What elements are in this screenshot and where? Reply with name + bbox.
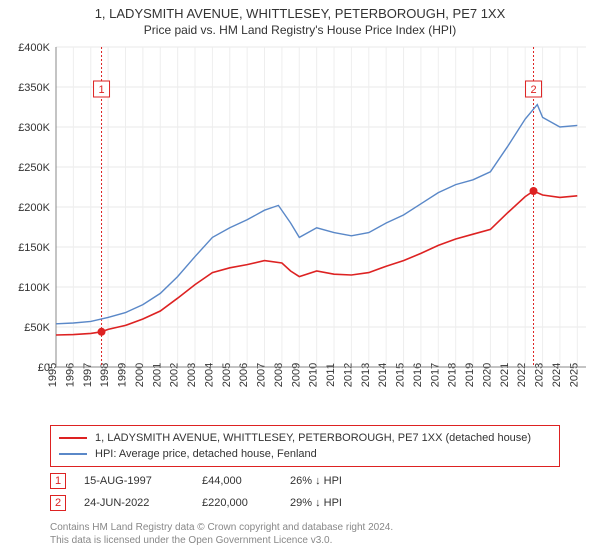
x-axis-tick-label: 2019 — [464, 363, 476, 387]
footer-line-1: Contains HM Land Registry data © Crown c… — [50, 521, 560, 534]
footer-attribution: Contains HM Land Registry data © Crown c… — [50, 521, 560, 547]
y-axis-tick-label: £250K — [18, 162, 50, 174]
x-axis-tick-label: 2021 — [499, 363, 511, 387]
x-axis-tick-label: 2020 — [481, 363, 493, 387]
x-axis-tick-label: 1998 — [99, 363, 111, 387]
sale-row-date: 15-AUG-1997 — [84, 475, 184, 487]
legend-text: HPI: Average price, detached house, Fenl… — [95, 448, 317, 460]
sale-row-marker: 2 — [50, 495, 66, 511]
legend-text: 1, LADYSMITH AVENUE, WHITTLESEY, PETERBO… — [95, 432, 531, 444]
x-axis-tick-label: 2010 — [308, 363, 320, 387]
sale-point-marker — [530, 187, 538, 195]
x-axis-tick-label: 2008 — [273, 363, 285, 387]
chart-title-address: 1, LADYSMITH AVENUE, WHITTLESEY, PETERBO… — [10, 6, 590, 21]
sale-row: 1 15-AUG-1997 £44,000 26% ↓ HPI — [50, 473, 560, 489]
y-axis-tick-label: £400K — [18, 42, 50, 54]
x-axis-tick-label: 2016 — [412, 363, 424, 387]
sale-row-date: 24-JUN-2022 — [84, 497, 184, 509]
x-axis-tick-label: 1995 — [47, 363, 59, 387]
x-axis-tick-label: 2022 — [516, 363, 528, 387]
sale-row: 2 24-JUN-2022 £220,000 29% ↓ HPI — [50, 495, 560, 511]
x-axis-tick-label: 2023 — [534, 363, 546, 387]
title-block: 1, LADYSMITH AVENUE, WHITTLESEY, PETERBO… — [10, 6, 590, 37]
legend-row: 1, LADYSMITH AVENUE, WHITTLESEY, PETERBO… — [59, 430, 551, 446]
x-axis-tick-label: 2013 — [360, 363, 372, 387]
chart-container: 1, LADYSMITH AVENUE, WHITTLESEY, PETERBO… — [0, 0, 600, 560]
legend-swatch — [59, 453, 87, 455]
x-axis-tick-label: 1999 — [117, 363, 129, 387]
y-axis-tick-label: £300K — [18, 122, 50, 134]
chart-title-subtitle: Price paid vs. HM Land Registry's House … — [10, 23, 590, 37]
y-axis-tick-label: £200K — [18, 202, 50, 214]
x-axis-tick-label: 2002 — [169, 363, 181, 387]
x-axis-tick-label: 2025 — [568, 363, 580, 387]
x-axis-tick-label: 1996 — [64, 363, 76, 387]
x-axis-tick-label: 2005 — [221, 363, 233, 387]
sale-marker-label: 2 — [530, 84, 536, 96]
x-axis-tick-label: 2006 — [238, 363, 250, 387]
x-axis-tick-label: 2007 — [256, 363, 268, 387]
x-axis-tick-label: 2024 — [551, 363, 563, 387]
y-axis-tick-label: £100K — [18, 282, 50, 294]
legend-row: HPI: Average price, detached house, Fenl… — [59, 446, 551, 462]
chart-area: £0£50K£100K£150K£200K£250K£300K£350K£400… — [10, 41, 590, 419]
sale-point-marker — [98, 328, 106, 336]
sale-row-marker: 1 — [50, 473, 66, 489]
y-axis-tick-label: £50K — [24, 322, 50, 334]
x-axis-tick-label: 2012 — [342, 363, 354, 387]
legend-swatch — [59, 437, 87, 439]
y-axis-tick-label: £350K — [18, 82, 50, 94]
sale-row-price: £44,000 — [202, 475, 272, 487]
x-axis-tick-label: 2001 — [151, 363, 163, 387]
x-axis-tick-label: 2018 — [447, 363, 459, 387]
line-chart-svg: £0£50K£100K£150K£200K£250K£300K£350K£400… — [10, 41, 590, 419]
legend-box: 1, LADYSMITH AVENUE, WHITTLESEY, PETERBO… — [50, 425, 560, 467]
sale-summary-rows: 1 15-AUG-1997 £44,000 26% ↓ HPI 2 24-JUN-2022… — [50, 473, 560, 511]
sale-row-diff: 26% ↓ HPI — [290, 475, 380, 487]
sale-row-diff: 29% ↓ HPI — [290, 497, 380, 509]
y-axis-tick-label: £150K — [18, 242, 50, 254]
x-axis-tick-label: 2017 — [429, 363, 441, 387]
x-axis-tick-label: 2004 — [203, 363, 215, 387]
x-axis-tick-label: 1997 — [82, 363, 94, 387]
sale-row-price: £220,000 — [202, 497, 272, 509]
x-axis-tick-label: 2003 — [186, 363, 198, 387]
x-axis-tick-label: 2015 — [395, 363, 407, 387]
footer-line-2: This data is licensed under the Open Gov… — [50, 534, 560, 547]
x-axis-tick-label: 2000 — [134, 363, 146, 387]
x-axis-tick-label: 2014 — [377, 363, 389, 387]
sale-marker-label: 1 — [98, 84, 104, 96]
x-axis-tick-label: 2009 — [290, 363, 302, 387]
